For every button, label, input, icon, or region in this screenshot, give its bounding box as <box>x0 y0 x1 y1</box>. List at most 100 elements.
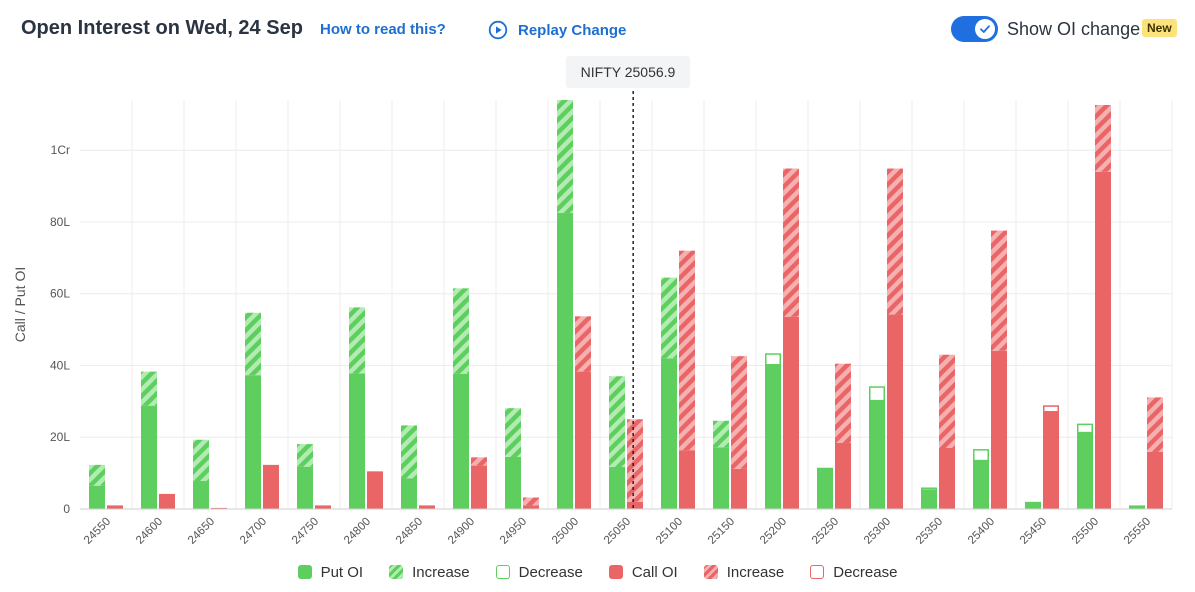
put-bar-24950 <box>505 408 521 509</box>
x-tick-label: 25300 <box>862 516 893 547</box>
call-decrease-swatch <box>810 565 825 579</box>
show-oi-change-toggle[interactable] <box>951 16 998 42</box>
call-bar-24650 <box>211 507 227 509</box>
call-oi-bar <box>523 505 539 509</box>
put-oi-bar <box>869 400 885 509</box>
call-increase-segment <box>783 168 799 317</box>
put-oi-bar <box>765 364 781 509</box>
put-oi-bar <box>193 481 209 509</box>
put-increase-swatch <box>389 565 404 579</box>
put-oi-bar <box>245 375 261 509</box>
put-increase-segment <box>193 439 209 482</box>
legend-item-put-oi[interactable]: Put OI <box>297 564 363 581</box>
x-tick-label: 24600 <box>134 516 165 547</box>
chart-legend: Put OI Increase Decrease Call OI Increas… <box>0 561 1195 583</box>
put-bar-25050 <box>609 376 625 509</box>
call-bar-25000 <box>575 316 591 509</box>
put-decrease-outline <box>973 449 989 462</box>
put-decrease-outline <box>817 467 833 471</box>
call-bar-24700 <box>263 464 279 509</box>
call-bar-25350 <box>939 354 955 509</box>
put-oi-bar <box>1129 505 1145 509</box>
call-oi-bar <box>367 471 383 509</box>
call-oi-bar <box>419 505 435 509</box>
call-increase-segment <box>731 356 747 469</box>
call-bar-25250 <box>835 363 851 509</box>
put-oi-bar <box>141 405 157 509</box>
put-bar-25400 <box>973 449 989 509</box>
put-bar-25500 <box>1077 423 1093 509</box>
legend-label: Decrease <box>833 563 898 581</box>
call-oi-bar <box>887 314 903 509</box>
spot-price-tooltip: NIFTY 25056.9 <box>566 56 690 88</box>
chart-header: Open Interest on Wed, 24 Sep How to read… <box>0 0 1195 60</box>
call-bar-24750 <box>315 505 331 509</box>
play-circle-icon <box>488 20 508 40</box>
x-tick-label: 25150 <box>706 516 737 547</box>
legend-item-put-increase[interactable]: Increase <box>389 564 470 581</box>
x-tick-label: 24750 <box>290 516 321 547</box>
put-oi-bar <box>1077 432 1093 509</box>
put-bar-24550 <box>89 464 105 509</box>
page-title: Open Interest on Wed, 24 Sep <box>21 17 303 39</box>
legend-item-call-increase[interactable]: Increase <box>703 563 785 581</box>
call-bar-24850 <box>419 505 435 509</box>
put-bar-24600 <box>141 371 157 509</box>
put-oi-bar <box>609 467 625 509</box>
legend-item-call-decrease[interactable]: Decrease <box>810 564 897 581</box>
put-bar-24850 <box>401 425 417 509</box>
call-bar-25150 <box>731 356 747 509</box>
x-tick-label: 25350 <box>914 516 945 547</box>
call-bar-24950 <box>523 497 539 509</box>
put-bar-24750 <box>297 444 313 509</box>
put-increase-segment <box>297 444 313 467</box>
put-bar-25300 <box>869 386 885 509</box>
call-bar-25400 <box>991 230 1007 509</box>
x-tick-label: 25100 <box>654 516 685 547</box>
show-oi-change-label: Show OI change <box>1007 19 1141 39</box>
put-increase-segment <box>401 425 417 479</box>
replay-change-label: Replay Change <box>518 21 627 39</box>
new-badge: New <box>1142 19 1177 37</box>
call-oi-bar <box>627 501 643 509</box>
call-increase-segment <box>939 354 955 449</box>
call-oi-bar <box>107 505 123 509</box>
x-tick-label: 25000 <box>550 516 581 547</box>
put-decrease-outline <box>869 386 885 402</box>
x-tick-label: 24900 <box>446 516 477 547</box>
how-to-read-link[interactable]: How to read this? <box>320 21 446 38</box>
put-decrease-outline <box>765 353 781 366</box>
put-increase-segment <box>453 288 469 374</box>
replay-change-button[interactable]: Replay Change <box>488 19 626 41</box>
x-tick-label: 24800 <box>342 516 373 547</box>
legend-item-call-oi[interactable]: Call OI <box>608 564 678 581</box>
x-tick-label: 25050 <box>602 516 633 547</box>
call-bar-24550 <box>107 505 123 509</box>
x-tick-label: 24700 <box>238 516 269 547</box>
call-bar-25300 <box>887 168 903 509</box>
put-oi-bar <box>349 373 365 509</box>
call-increase-segment <box>575 316 591 372</box>
call-increase-segment <box>835 363 851 443</box>
call-oi-bar <box>835 442 851 509</box>
call-oi-bar <box>731 468 747 509</box>
x-tick-label: 24650 <box>186 516 217 547</box>
call-bar-25500 <box>1095 105 1111 509</box>
legend-item-put-decrease[interactable]: Decrease <box>495 563 583 581</box>
legend-label: Increase <box>726 563 785 581</box>
put-decrease-swatch <box>495 565 510 579</box>
y-tick-label: 0 <box>63 502 70 516</box>
call-oi-bar <box>263 464 279 509</box>
call-oi-bar <box>159 493 175 509</box>
call-increase-segment <box>991 230 1007 351</box>
put-increase-segment <box>141 371 157 406</box>
x-tick-label: 25250 <box>810 516 841 547</box>
call-increase-swatch <box>703 565 718 579</box>
legend-label: Decrease <box>518 563 583 581</box>
x-tick-label: 25450 <box>1018 516 1049 547</box>
call-oi-bar <box>575 371 591 509</box>
toggle-knob <box>975 19 995 39</box>
put-bar-24900 <box>453 288 469 509</box>
call-oi-swatch <box>608 565 623 579</box>
put-oi-bar <box>661 358 677 509</box>
